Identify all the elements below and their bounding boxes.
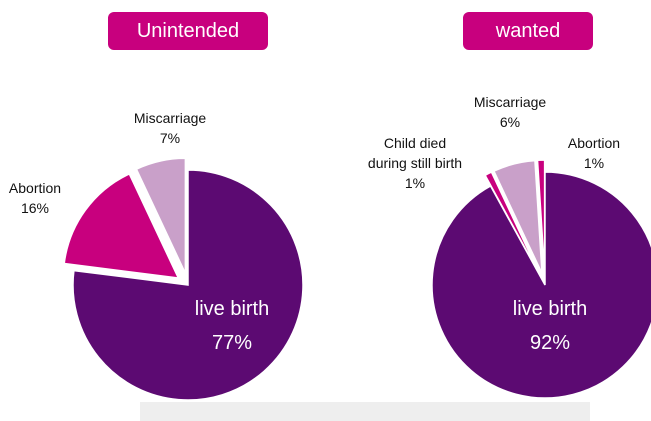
slice-value: 7%: [159, 130, 181, 146]
footer-band: [140, 402, 590, 421]
slice-value: 1%: [404, 175, 426, 191]
pie-slice: [63, 172, 180, 279]
slice-label: Abortion: [8, 180, 62, 196]
slice-label: Miscarriage: [133, 110, 207, 126]
slice-value: 77%: [211, 332, 253, 354]
chart-title: Unintended: [108, 12, 268, 50]
slice-label: live birth: [512, 298, 588, 320]
slice-value: 92%: [529, 332, 571, 354]
pie-slice: [135, 157, 187, 274]
slice-label: live birth: [194, 298, 270, 320]
chart-title: wanted: [463, 12, 593, 50]
slice-label: Child died during still birth: [367, 135, 463, 171]
slice-label: Abortion: [567, 135, 621, 151]
pie-slice: [492, 159, 543, 274]
slice-value: 6%: [499, 114, 521, 130]
slice-label: Miscarriage: [473, 94, 547, 110]
slice-value: 1%: [583, 155, 605, 171]
pie-slice: [484, 171, 541, 275]
pie-slice: [431, 171, 651, 399]
slice-value: 16%: [20, 200, 50, 216]
pie-slice: [536, 159, 546, 274]
pie-slice: [72, 169, 304, 401]
